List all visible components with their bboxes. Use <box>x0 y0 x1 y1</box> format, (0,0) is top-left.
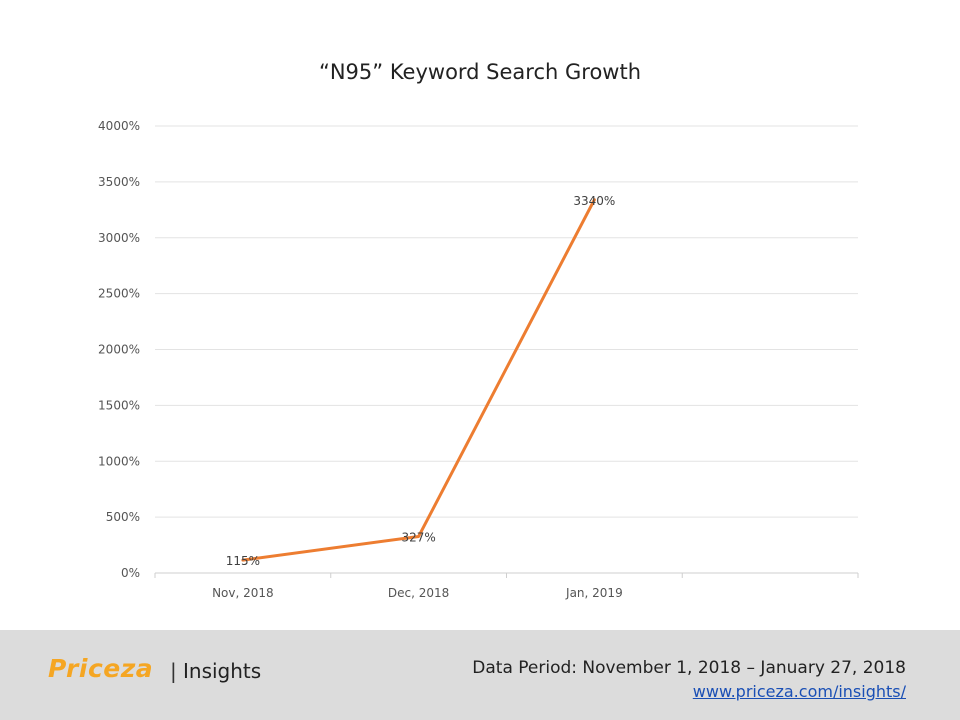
insights-link[interactable]: www.priceza.com/insights/ <box>692 682 906 701</box>
x-tick-label: Dec, 2018 <box>388 586 449 600</box>
x-tick-label: Jan, 2019 <box>565 586 623 600</box>
y-tick-label: 3500% <box>98 175 140 189</box>
y-tick-label: 1000% <box>98 454 140 468</box>
footer-bar: Priceza | Insights Data Period: November… <box>0 630 960 720</box>
data-label: 115% <box>226 554 260 568</box>
y-tick-label: 500% <box>106 510 140 524</box>
x-tick-label: Nov, 2018 <box>212 586 274 600</box>
data-label: 3340% <box>573 194 615 208</box>
y-tick-label: 4000% <box>98 119 140 133</box>
insights-label: Insights <box>183 659 262 683</box>
line-chart: 0% 500% 1000% 1500% 2000% 2500% 3000% 3500% 4000… <box>98 119 859 600</box>
y-tick-label: 1500% <box>98 398 140 412</box>
y-tick-label: 2000% <box>98 343 140 357</box>
y-tick-label: 0% <box>121 566 140 580</box>
priceza-logo: Priceza <box>48 654 154 683</box>
data-period: Data Period: November 1, 2018 – January … <box>472 658 906 678</box>
logo-separator: | <box>170 659 177 683</box>
data-label: 327% <box>401 530 435 544</box>
series-line <box>241 198 596 562</box>
y-tick-label: 2500% <box>98 287 140 301</box>
y-tick-label: 3000% <box>98 231 140 245</box>
chart-title: “N95” Keyword Search Growth <box>318 60 642 84</box>
